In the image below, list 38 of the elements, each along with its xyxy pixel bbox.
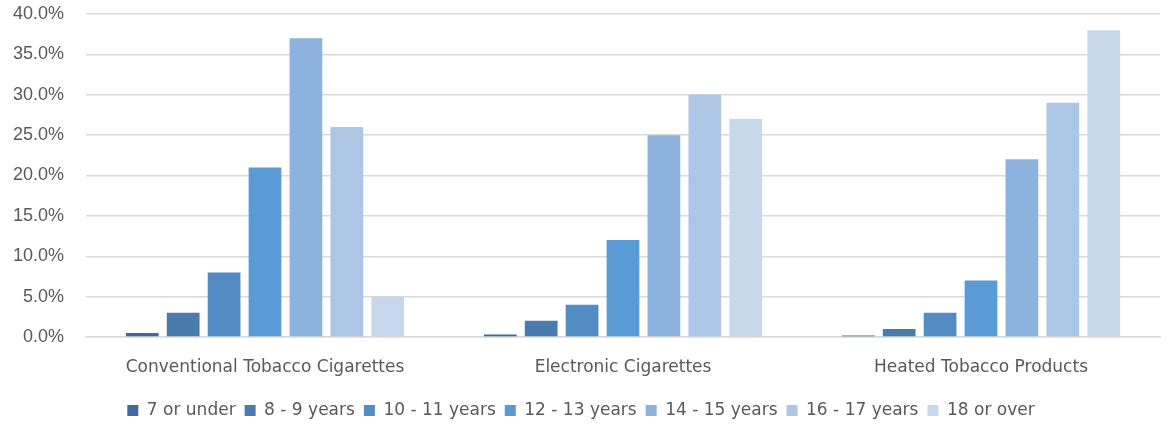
legend-label: 8 - 9 years <box>264 398 356 419</box>
bar <box>606 240 640 337</box>
x-tick-label: Electronic Cigarettes <box>534 355 712 376</box>
legend-label: 18 or over <box>946 398 1035 419</box>
bar <box>688 94 722 337</box>
legend-label: 10 - 11 years <box>383 398 496 419</box>
bar <box>729 118 763 337</box>
bar <box>524 320 558 337</box>
x-tick-label: Conventional Tobacco Cigarettes <box>125 355 405 376</box>
x-tick-label: Heated Tobacco Products <box>874 355 1089 376</box>
y-tick-label: 40.0% <box>12 2 64 23</box>
legend-label: 7 or under <box>146 398 236 419</box>
y-tick-label: 5.0% <box>22 285 64 306</box>
bar <box>289 38 323 337</box>
bar <box>371 296 405 337</box>
bar <box>207 272 241 337</box>
bar <box>1005 159 1039 337</box>
legend-label: 12 - 13 years <box>524 398 637 419</box>
bar <box>1046 102 1080 337</box>
bar <box>923 312 957 337</box>
y-tick-label: 30.0% <box>12 83 64 104</box>
bar <box>330 127 364 337</box>
bar <box>964 280 998 337</box>
bar <box>125 332 159 337</box>
legend-label: 14 - 15 years <box>665 398 778 419</box>
y-tick-label: 0.0% <box>22 325 64 346</box>
bar <box>248 167 282 337</box>
legend-label: 16 - 17 years <box>806 398 919 419</box>
bar <box>1087 30 1121 337</box>
y-tick-label: 35.0% <box>12 43 64 64</box>
y-tick-label: 20.0% <box>12 164 64 185</box>
bar <box>647 135 681 337</box>
y-tick-label: 15.0% <box>12 204 64 225</box>
y-tick-label: 25.0% <box>12 124 64 145</box>
bar <box>166 312 200 337</box>
bar <box>565 304 599 337</box>
y-tick-label: 10.0% <box>12 245 64 266</box>
bar <box>882 328 916 337</box>
